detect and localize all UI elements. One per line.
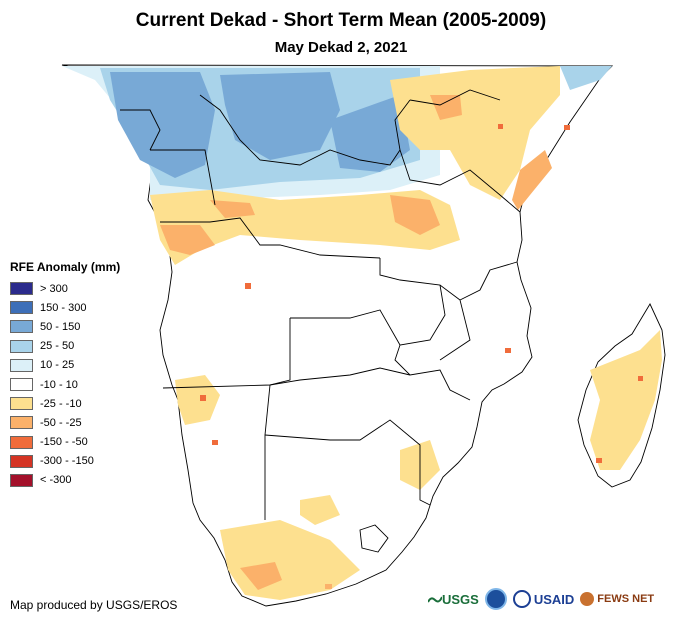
legend-label: 10 - 25 — [40, 359, 75, 372]
legend-swatch — [10, 473, 33, 487]
usaid-seal-icon — [512, 590, 531, 608]
usaid-logo: USAID — [512, 590, 575, 608]
fewsnet-logo: FEWS NET — [580, 592, 654, 606]
legend-item: -150 - -50 — [10, 433, 120, 452]
legend-swatch — [10, 397, 33, 411]
noaa-logo — [484, 588, 507, 610]
legend-swatch — [10, 435, 33, 449]
legend-label: 25 - 50 — [40, 340, 75, 353]
legend-swatch — [10, 454, 33, 468]
legend-swatch — [10, 301, 33, 315]
legend-item: -10 - 10 — [10, 375, 120, 394]
legend-label: -150 - -50 — [40, 436, 88, 449]
legend-swatch — [10, 282, 33, 296]
legend-item: 50 - 150 — [10, 317, 120, 336]
usgs-logo-text: USGS — [442, 591, 479, 607]
legend-item: 150 - 300 — [10, 298, 120, 317]
legend-item: > 300 — [10, 279, 120, 298]
legend-title: RFE Anomaly (mm) — [10, 260, 121, 274]
legend-label: > 300 — [40, 282, 68, 295]
legend-label: 50 - 150 — [40, 320, 81, 333]
legend-label: -50 - -25 — [40, 416, 82, 429]
country-borders — [120, 89, 521, 553]
map-subtitle: May Dekad 2, 2021 — [274, 39, 408, 56]
usaid-logo-text: USAID — [533, 591, 575, 607]
legend-label: -10 - 10 — [40, 378, 78, 391]
legend-item: < -300 — [10, 471, 120, 490]
legend-swatch — [10, 320, 33, 334]
legend-item: -25 - -10 — [10, 394, 120, 413]
legend: RFE Anomaly (mm) > 300 150 - 300 50 - 15… — [10, 260, 120, 490]
fewsnet-circle-icon — [580, 592, 595, 606]
map-title: Current Dekad - Short Term Mean (2005-20… — [135, 10, 547, 31]
legend-label: -300 - -150 — [40, 455, 94, 468]
usgs-logo: USGS — [428, 592, 479, 607]
legend-item: -300 - -150 — [10, 452, 120, 471]
dry-anomaly-area — [150, 66, 662, 600]
legend-label: -25 - -10 — [40, 397, 82, 410]
partner-logos: USGS USAID FEWS NET — [428, 584, 654, 614]
legend-swatch — [10, 358, 33, 372]
legend-swatch — [10, 416, 33, 430]
legend-swatch — [10, 378, 33, 392]
usgs-wave-icon — [428, 596, 442, 603]
legend-swatch — [10, 339, 33, 353]
legend-item: -50 - -25 — [10, 413, 120, 432]
legend-label: 150 - 300 — [40, 301, 87, 314]
legend-item: 25 - 50 — [10, 337, 120, 356]
map-credit: Map produced by USGS/EROS — [10, 598, 178, 612]
legend-label: < -300 — [40, 474, 72, 487]
legend-item: 10 - 25 — [10, 356, 120, 375]
fewsnet-logo-text: FEWS NET — [597, 593, 655, 605]
